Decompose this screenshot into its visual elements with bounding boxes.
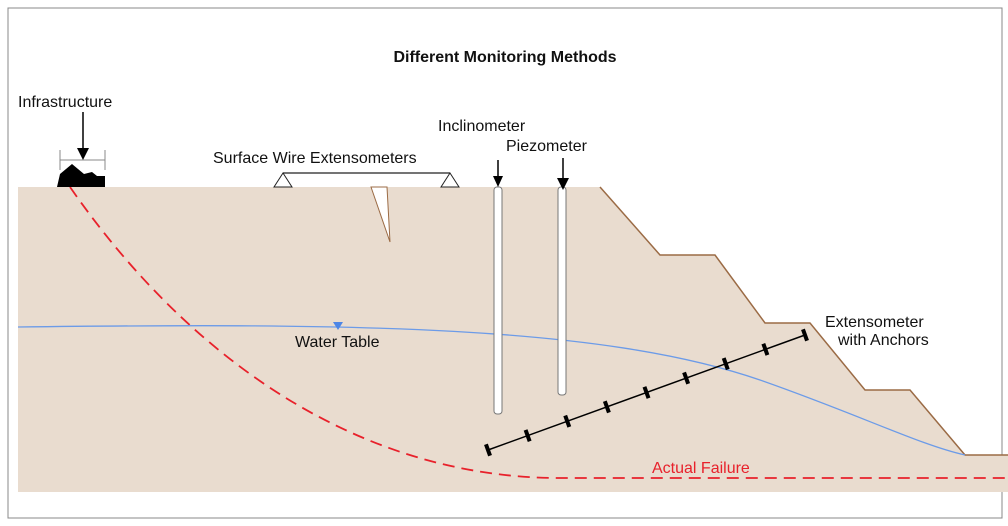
anchor: [484, 443, 492, 457]
anchor: [642, 386, 651, 399]
anchor: [801, 328, 809, 342]
ground: [18, 187, 1008, 492]
water-table-label: Water Table: [295, 334, 380, 351]
infrastructure-label: Infrastructure: [18, 94, 112, 111]
slope-edge: [599, 186, 1008, 456]
anchors: [484, 328, 809, 457]
water-marker: [333, 322, 343, 330]
arrowhead: [557, 178, 569, 190]
surface-wire-label: Surface Wire Extensometers: [213, 150, 417, 167]
extensometer-label: Extensometer: [825, 314, 924, 331]
failure-label: Actual Failure: [652, 460, 750, 477]
piezometer-tube: [557, 186, 567, 396]
inclinometer-label: Inclinometer: [438, 118, 526, 135]
wire-support: [440, 172, 460, 188]
extensometer-label: with Anchors: [837, 332, 929, 349]
arrowhead: [493, 176, 503, 187]
crack: [370, 186, 391, 243]
title: Different Monitoring Methods: [393, 49, 616, 66]
anchor: [523, 429, 532, 442]
inclinometer-tube: [493, 186, 503, 415]
anchor: [682, 371, 691, 385]
wire-support: [273, 172, 293, 188]
water-table: [17, 325, 966, 456]
building: [57, 164, 105, 187]
anchor: [721, 357, 730, 371]
arrowhead: [77, 148, 89, 160]
anchor: [761, 343, 770, 356]
piezometer-label: Piezometer: [506, 138, 588, 155]
anchor: [602, 400, 611, 414]
anchor: [563, 414, 572, 428]
failure-surface: [69, 186, 1008, 479]
